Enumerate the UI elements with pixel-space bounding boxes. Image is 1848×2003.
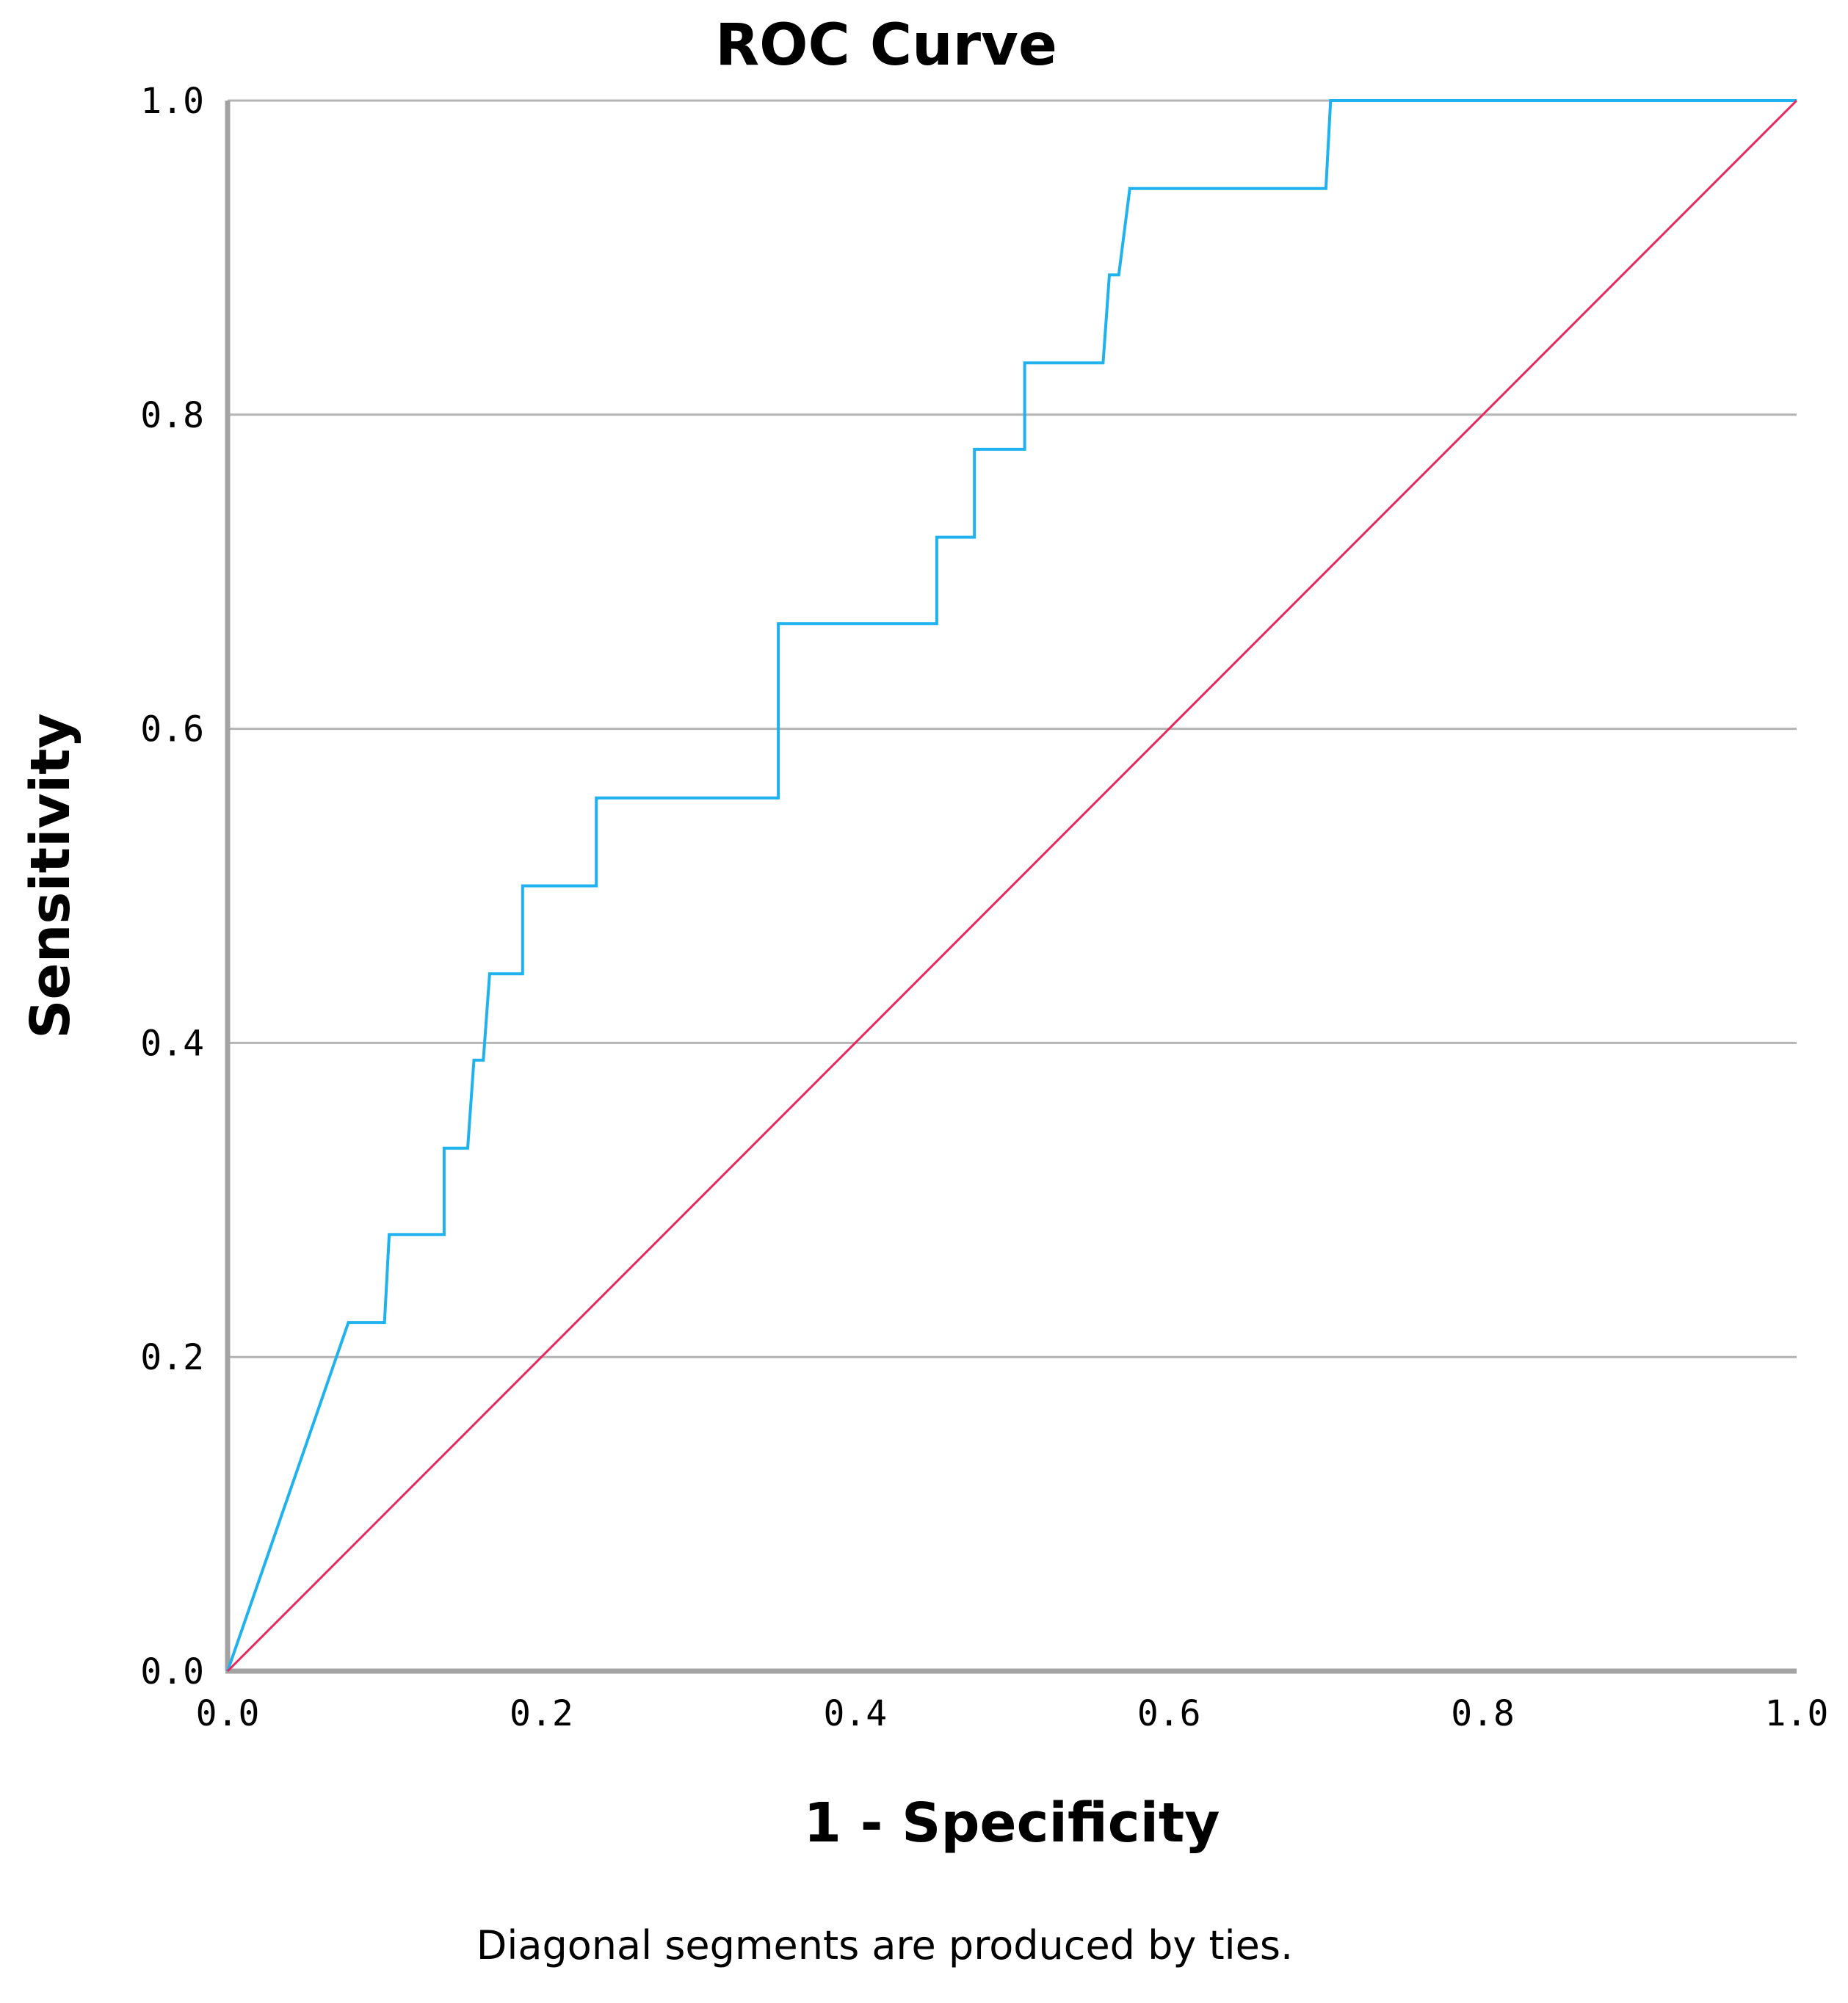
axes xyxy=(225,101,1797,1674)
y-tick-label: 0.4 xyxy=(140,1023,204,1064)
reference-diagonal-line xyxy=(226,99,1798,1673)
roc-curve-line xyxy=(226,99,1797,1672)
footnote: Diagonal segments are produced by ties. xyxy=(477,1922,1293,1968)
x-tick-label: 0.8 xyxy=(1451,1693,1515,1734)
y-tick-label: 0.2 xyxy=(140,1337,204,1378)
x-tick-label: 0.6 xyxy=(1137,1693,1201,1734)
gridlines xyxy=(228,99,1797,1358)
x-tick-label: 0.4 xyxy=(823,1693,887,1734)
y-tick-label: 1.0 xyxy=(140,81,204,122)
x-tick-label: 0.0 xyxy=(196,1693,260,1734)
x-tick-label: 0.2 xyxy=(510,1693,573,1734)
x-axis-title: 1 - Specificity xyxy=(803,1792,1220,1855)
y-axis-title: Sensitivity xyxy=(19,713,82,1039)
y-tick-label: 0.8 xyxy=(140,395,204,436)
x-tick-label: 1.0 xyxy=(1765,1693,1829,1734)
chart-title: ROC Curve xyxy=(715,12,1057,79)
y-tick-label: 0.0 xyxy=(140,1651,204,1692)
series-lines xyxy=(226,99,1798,1673)
tick-labels: 0.0 0.2 0.4 0.6 0.8 1.0 0.0 0.2 0.4 0.6 0.8 1.0 xyxy=(140,81,1828,1734)
y-tick-label: 0.6 xyxy=(140,709,204,750)
